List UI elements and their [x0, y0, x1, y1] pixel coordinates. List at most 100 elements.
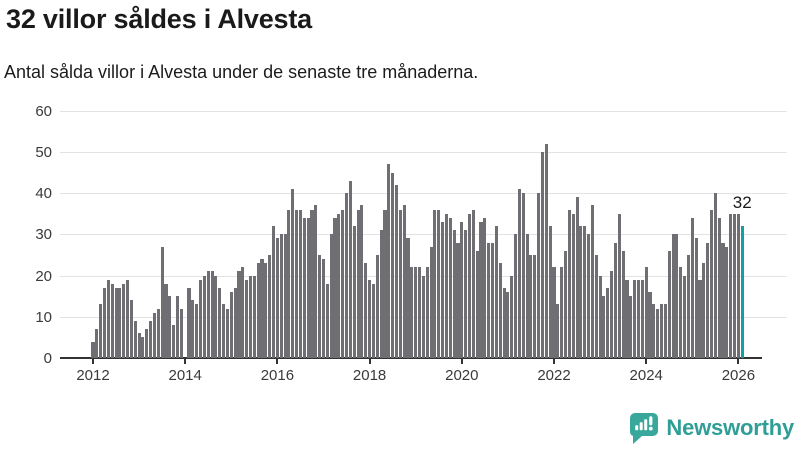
bar: [102, 287, 107, 358]
bar: [448, 217, 452, 358]
bar: [164, 283, 168, 358]
bar: [629, 296, 633, 358]
bar: [414, 267, 418, 358]
bar: [272, 226, 276, 358]
bar: [229, 292, 233, 358]
bar: [456, 242, 460, 358]
bar: [118, 287, 122, 358]
bar: [506, 292, 510, 358]
bar: [514, 234, 518, 358]
bar: [686, 254, 690, 358]
bar: [141, 337, 145, 358]
bar: [91, 341, 95, 358]
bar: [387, 164, 391, 358]
bar: [679, 267, 683, 358]
bar: [552, 267, 556, 358]
bar: [368, 279, 372, 358]
bar: [214, 275, 218, 358]
bar: [237, 271, 241, 358]
bar: [172, 325, 176, 358]
bar: [567, 209, 571, 358]
bar: [310, 209, 314, 358]
bar: [598, 275, 602, 358]
bar: [295, 209, 299, 358]
bar: [129, 300, 133, 358]
bar: [402, 205, 406, 358]
bar: [613, 242, 617, 358]
bar: [417, 267, 422, 358]
bar: [690, 217, 694, 358]
bar: [606, 287, 610, 358]
bar: [264, 263, 268, 358]
bar: [483, 217, 487, 358]
bar: [122, 283, 126, 358]
bar: [318, 254, 322, 358]
bar: [648, 292, 652, 358]
x-axis-label: 2018: [352, 367, 387, 384]
x-axis-tick: [92, 358, 94, 364]
bar: [325, 283, 329, 358]
bar: [683, 275, 687, 358]
bar: [590, 205, 594, 358]
bar: [479, 221, 483, 358]
bar: [621, 250, 625, 358]
bar: [494, 226, 498, 358]
bar: [521, 193, 525, 358]
x-axis-label: 2024: [629, 367, 663, 384]
bar: [560, 267, 564, 358]
bar: [579, 226, 583, 358]
bar: [225, 308, 229, 358]
bar: [341, 209, 345, 358]
bar: [145, 329, 149, 358]
bar: [460, 221, 464, 358]
bar: [160, 246, 164, 358]
bar: [529, 254, 533, 358]
bar: [652, 304, 656, 358]
bar: [660, 304, 664, 358]
bar: [233, 287, 237, 358]
bar: [698, 279, 702, 358]
bar: [195, 304, 199, 358]
bar: [314, 205, 318, 358]
highlight-value-label: 32: [732, 193, 752, 213]
bar: [337, 213, 341, 358]
bar: [283, 234, 287, 358]
bar: [736, 213, 740, 358]
bar: [510, 275, 514, 358]
gridline: [60, 234, 787, 236]
bar: [391, 172, 395, 358]
x-axis-label: 2020: [445, 367, 479, 384]
bar: [464, 230, 468, 358]
bar: [348, 180, 352, 358]
bar: [575, 197, 579, 358]
bar: [218, 287, 222, 358]
bar: [333, 217, 337, 358]
bar-chart: 0 10 20 30 40 50 60 2012 2014 2016 2018 2020 2022 202…: [35, 102, 787, 384]
bar: [548, 226, 552, 358]
bar: [563, 250, 568, 358]
x-axis-tick: [184, 358, 187, 364]
bar: [398, 209, 402, 358]
bar: [222, 304, 226, 358]
bar: [721, 242, 725, 358]
newsworthy-brand: Newsworthy: [629, 412, 794, 444]
gridline: [60, 151, 787, 153]
bar: [625, 279, 629, 358]
bar: [713, 193, 717, 358]
bar: [717, 217, 721, 358]
bar: [137, 333, 141, 358]
x-axis-tick: [460, 358, 463, 364]
bar: [248, 275, 253, 358]
bar: [95, 329, 99, 358]
bar: [671, 234, 675, 358]
bar: [345, 193, 349, 358]
bar: [241, 267, 245, 358]
y-axis-label: 60: [35, 102, 52, 120]
page-title: 32 villor såldes i Alvesta: [6, 4, 312, 34]
bar: [210, 271, 214, 358]
x-axis-label: 2014: [168, 367, 202, 384]
bar: [279, 234, 283, 358]
bar: [106, 279, 110, 358]
bar: [364, 263, 368, 358]
bar: [371, 283, 375, 358]
